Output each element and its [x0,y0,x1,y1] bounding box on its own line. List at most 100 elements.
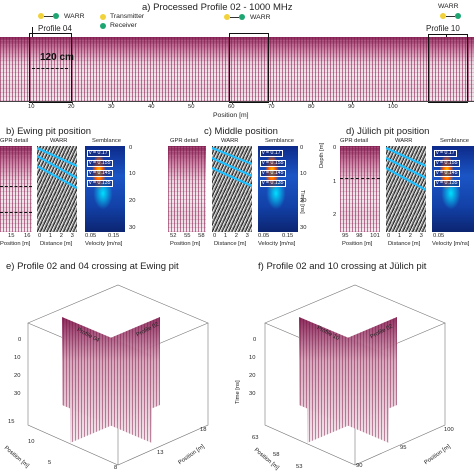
panel-d-gpr-horizon [340,178,380,179]
panel-e-left-tick1: 10 [28,439,35,445]
velocity-label: v = 0.145 [87,170,113,178]
panel-f-left-tick0: 63 [252,435,259,441]
panel-a-tick-mark [72,101,73,104]
panel-b-semblance [85,146,125,232]
depth-label: 120 cm [40,52,74,63]
panel-c-x2-ticks: 0 1 2 3 [213,233,249,239]
panel-a-tick-label: 20 [68,104,75,110]
panel-c-x2-label: Distance [m] [214,241,247,247]
panel-c-ylabel: Time [ns] [299,190,305,214]
panel-d-x3-label: Velocity [m/ns] [432,241,470,247]
panel-a-tick-mark [232,101,233,104]
panel-d-title: d) Jülich pit position [346,126,430,137]
panel-e-left-tick2: 5 [48,460,52,466]
velocity-label: v = 0.145 [260,170,286,178]
velocity-label: v = 0.155 [87,160,113,168]
velocity-label: v = 0.135 [87,180,113,188]
panel-c-x3-tick1: 0.15 [282,233,294,239]
panel-c-x3-label: Velocity [m/ns] [258,241,296,247]
panel-c-warr-label: WARR [221,138,239,144]
panel-f-left-tick2: 53 [296,464,303,470]
velocity-label: v = 0.17 [434,150,457,158]
warr-icon-right [440,12,462,20]
panel-a-tick-mark [352,101,353,104]
velocity-label: v = 0.145 [434,170,460,178]
panel-c-y3: 30 [300,225,307,231]
panel-b-y1: 10 [129,171,136,177]
panel-d-depth2: 2 [333,212,337,218]
panel-b-x2-ticks: 0 1 2 3 [38,233,74,239]
receiver-icon [100,23,106,29]
panel-b-x1-tick1: 16 [24,233,31,239]
panel-c-y1: 10 [300,171,307,177]
panel-d-x1-label: Position [m] [342,241,373,247]
profile04-label: Profile 04 [38,24,72,33]
panel-f-right-tick2: 90 [356,463,363,469]
panel-e-right-tick2: 8 [114,465,118,471]
panel-c-x1-label: Position [m] [170,241,201,247]
panel-c-gpr-label: GPR detail [170,138,199,144]
panel-a-tick-mark [312,101,313,104]
panel-a-tick-mark [32,101,33,104]
panel-a-tick-label: 100 [388,104,398,110]
panel-b-x3-tick1: 0.15 [108,233,120,239]
panel-c-warr-fits [212,146,252,188]
panel-d-depth0: 0 [333,145,337,151]
panel-a-tick-mark [112,101,113,104]
panel-a-tick-label: 80 [308,104,315,110]
panel-b-semb-label: Semblance [92,138,122,144]
panel-a-tick-label: 30 [108,104,115,110]
panel-b-x1-tick0: 15 [8,233,15,239]
panel-a-tick-mark [152,101,153,104]
panel-a-tick-mark [192,101,193,104]
panel-b-gpr [0,146,32,232]
panel-d-warr-fits [386,146,426,191]
warr-label-right: WARR [438,3,459,10]
panel-f-left-tick1: 58 [273,452,280,458]
panel-d-depth1: 1 [333,179,337,185]
panel-a-tick-label: 50 [188,104,195,110]
panel-b-x2-label: Distance [m] [40,241,73,247]
panel-b-y3: 30 [129,225,136,231]
panel-a-tick-label: 40 [148,104,155,110]
panel-f-y0: 0 [253,337,257,343]
profile04-arrow [32,27,33,37]
panel-b-x1-label: Position [m] [0,241,31,247]
panel-b-x3-label: Velocity [m/ns] [85,241,123,247]
panel-b-y0: 0 [129,145,133,151]
middle-box [229,33,269,103]
panel-c-semblance [258,146,298,232]
panel-d-gpr-label: GPR detail [340,138,369,144]
velocity-label: v = 0.135 [434,180,460,188]
panel-e-right-tick1: 13 [157,450,164,456]
panel-b-x3-tick0: 0.05 [85,233,97,239]
panel-b-gpr-horizon1 [0,186,32,187]
panel-d-warr-label: WARR [395,138,413,144]
panel-e-y2: 20 [14,373,21,379]
velocity-label: v = 0.135 [260,180,286,188]
warr-label-left: WARR [64,13,85,20]
profile-02-radargram [0,37,474,101]
panel-d-semblance [432,146,474,232]
warr-label-mid: WARR [250,14,271,21]
velocity-label: v = 0.155 [434,160,460,168]
velocity-label: v = 0.17 [87,150,110,158]
panel-a-xaxis [0,101,474,102]
panel-a-tick-label: 90 [348,104,355,110]
panel-b-warr-fits [37,146,77,189]
panel-b-gpr-label: GPR detail [0,138,29,144]
panel-c-x3-tick0: 0.05 [258,233,270,239]
panel-c-y0: 0 [300,145,304,151]
profile04-box [29,33,72,103]
panel-a-tick-label: 10 [28,104,35,110]
panel-f-y3: 30 [249,391,256,397]
panel-d-gpr [340,146,380,232]
panel-a-tick-label: 60 [228,104,235,110]
panel-c-title: c) Middle position [204,126,278,137]
velocity-label: v = 0.155 [260,160,286,168]
panel-c-y2: 20 [300,198,307,204]
panel-f-title: f) Profile 02 and 10 crossing at Jülich … [258,261,427,272]
panel-a-xlabel: Position [m] [213,112,249,119]
velocity-label: v = 0.17 [260,150,283,158]
panel-f-right-tick0: 100 [444,427,454,433]
